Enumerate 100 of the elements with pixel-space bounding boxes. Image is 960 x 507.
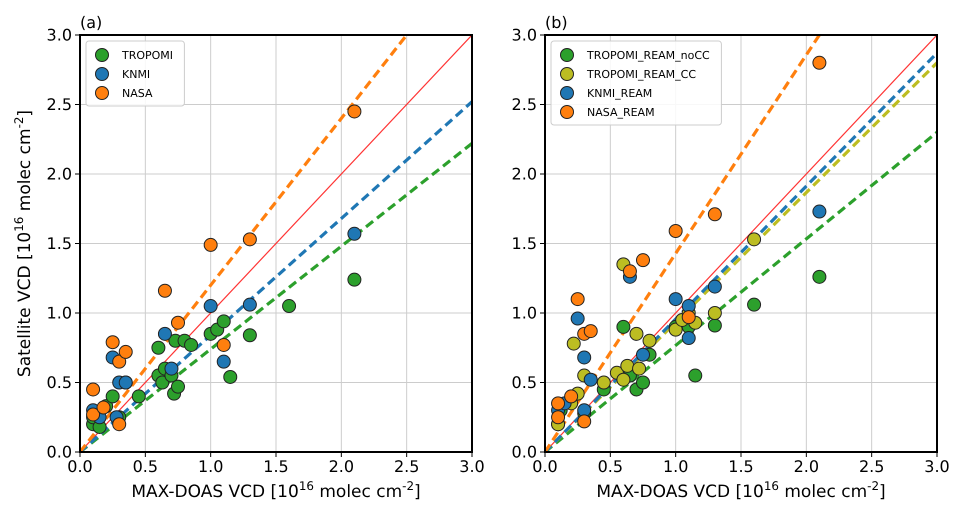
point: [688, 368, 702, 383]
point: [812, 204, 826, 219]
point: [551, 410, 566, 424]
chart-title: (b): [545, 13, 568, 32]
point: [596, 376, 611, 390]
point: [86, 382, 100, 396]
y-tick-label: 1.5: [46, 234, 72, 254]
point: [620, 358, 634, 373]
point: [551, 396, 566, 410]
legend-label: TROPOMI: [121, 48, 174, 62]
legend-label: TROPOMI_REAM_noCC: [586, 48, 710, 62]
legend-label: KNMI: [122, 68, 150, 81]
point: [708, 306, 722, 320]
y-tick-label: 2.0: [512, 164, 537, 184]
point: [629, 326, 644, 341]
point: [86, 407, 100, 422]
point: [96, 400, 111, 415]
point: [347, 226, 362, 241]
x-tick-label: 2.0: [328, 457, 354, 476]
point: [682, 310, 696, 324]
x-tick-label: 1.0: [198, 457, 224, 476]
point: [636, 253, 650, 268]
point: [616, 320, 630, 334]
x-tick-label: 0.0: [532, 457, 558, 476]
point: [242, 298, 257, 312]
legend-label: NASA_REAM: [587, 106, 655, 119]
point: [132, 389, 146, 404]
point: [636, 348, 650, 362]
point: [584, 372, 598, 387]
point: [682, 331, 696, 346]
point: [112, 354, 126, 369]
x-tick-label: 2.0: [794, 457, 820, 476]
legend-label: KNMI_REAM: [587, 86, 652, 100]
point: [347, 272, 362, 287]
point: [632, 362, 646, 376]
x-axis-title: MAX-DOAS VCD [10$^{16}$ molec cm$^{-2}$]: [131, 479, 421, 502]
x-tick-label: 2.5: [858, 457, 884, 476]
chart-title: (a): [80, 13, 102, 32]
point: [216, 354, 231, 369]
y-tick-label: 2.5: [46, 95, 72, 114]
x-tick-label: 3.0: [924, 457, 950, 476]
point: [106, 389, 120, 404]
point: [570, 292, 585, 306]
point: [682, 299, 696, 314]
point: [204, 299, 218, 314]
y-tick-label: 3.0: [46, 26, 72, 45]
point: [118, 344, 133, 359]
x-tick-label: 1.5: [263, 457, 289, 476]
point: [584, 324, 598, 338]
y-tick-label: 1.0: [46, 304, 72, 323]
point: [708, 318, 722, 333]
y-tick-label: 1.0: [512, 304, 537, 323]
point: [184, 338, 198, 352]
y-tick-label: 2.5: [512, 95, 537, 114]
x-tick-label: 1.5: [728, 457, 754, 476]
point: [223, 370, 238, 384]
point: [242, 328, 257, 342]
x-tick-label: 0.5: [132, 457, 158, 476]
x-tick-label: 0.5: [598, 457, 624, 476]
point: [577, 414, 592, 428]
x-tick-label: 0.0: [67, 457, 93, 476]
point: [347, 104, 362, 118]
point: [566, 336, 581, 351]
point: [812, 56, 826, 70]
x-tick-label: 1.0: [662, 457, 688, 476]
point: [164, 362, 178, 376]
x-axis-title: MAX-DOAS VCD [10$^{16}$ molec cm$^{-2}$]: [596, 479, 886, 502]
point: [216, 338, 231, 352]
point: [577, 350, 592, 364]
point: [155, 376, 170, 390]
point: [616, 372, 630, 387]
point: [204, 238, 218, 252]
point: [564, 389, 578, 404]
point: [708, 207, 722, 222]
point: [747, 298, 762, 312]
x-tick-label: 3.0: [459, 457, 485, 476]
point: [112, 417, 126, 432]
y-tick-label: 3.0: [512, 26, 537, 45]
point: [812, 270, 826, 284]
y-tick-label: 1.5: [512, 234, 537, 254]
point: [668, 322, 683, 337]
point: [747, 232, 762, 246]
point: [216, 314, 231, 328]
y-tick-label: 0.5: [46, 373, 72, 392]
point: [282, 299, 296, 314]
point: [158, 284, 172, 298]
point: [171, 380, 185, 394]
point: [636, 376, 650, 390]
legend-label: TROPOMI_REAM_CC: [586, 68, 696, 81]
point: [668, 292, 683, 306]
point: [570, 312, 585, 326]
legend-label: NASA: [122, 86, 153, 100]
y-tick-label: 0.5: [512, 373, 537, 392]
y-tick-label: 2.0: [46, 164, 72, 184]
point: [708, 280, 722, 294]
point: [171, 316, 185, 330]
point: [622, 264, 637, 278]
point: [106, 335, 120, 350]
x-tick-label: 2.5: [394, 457, 420, 476]
point: [668, 224, 683, 238]
